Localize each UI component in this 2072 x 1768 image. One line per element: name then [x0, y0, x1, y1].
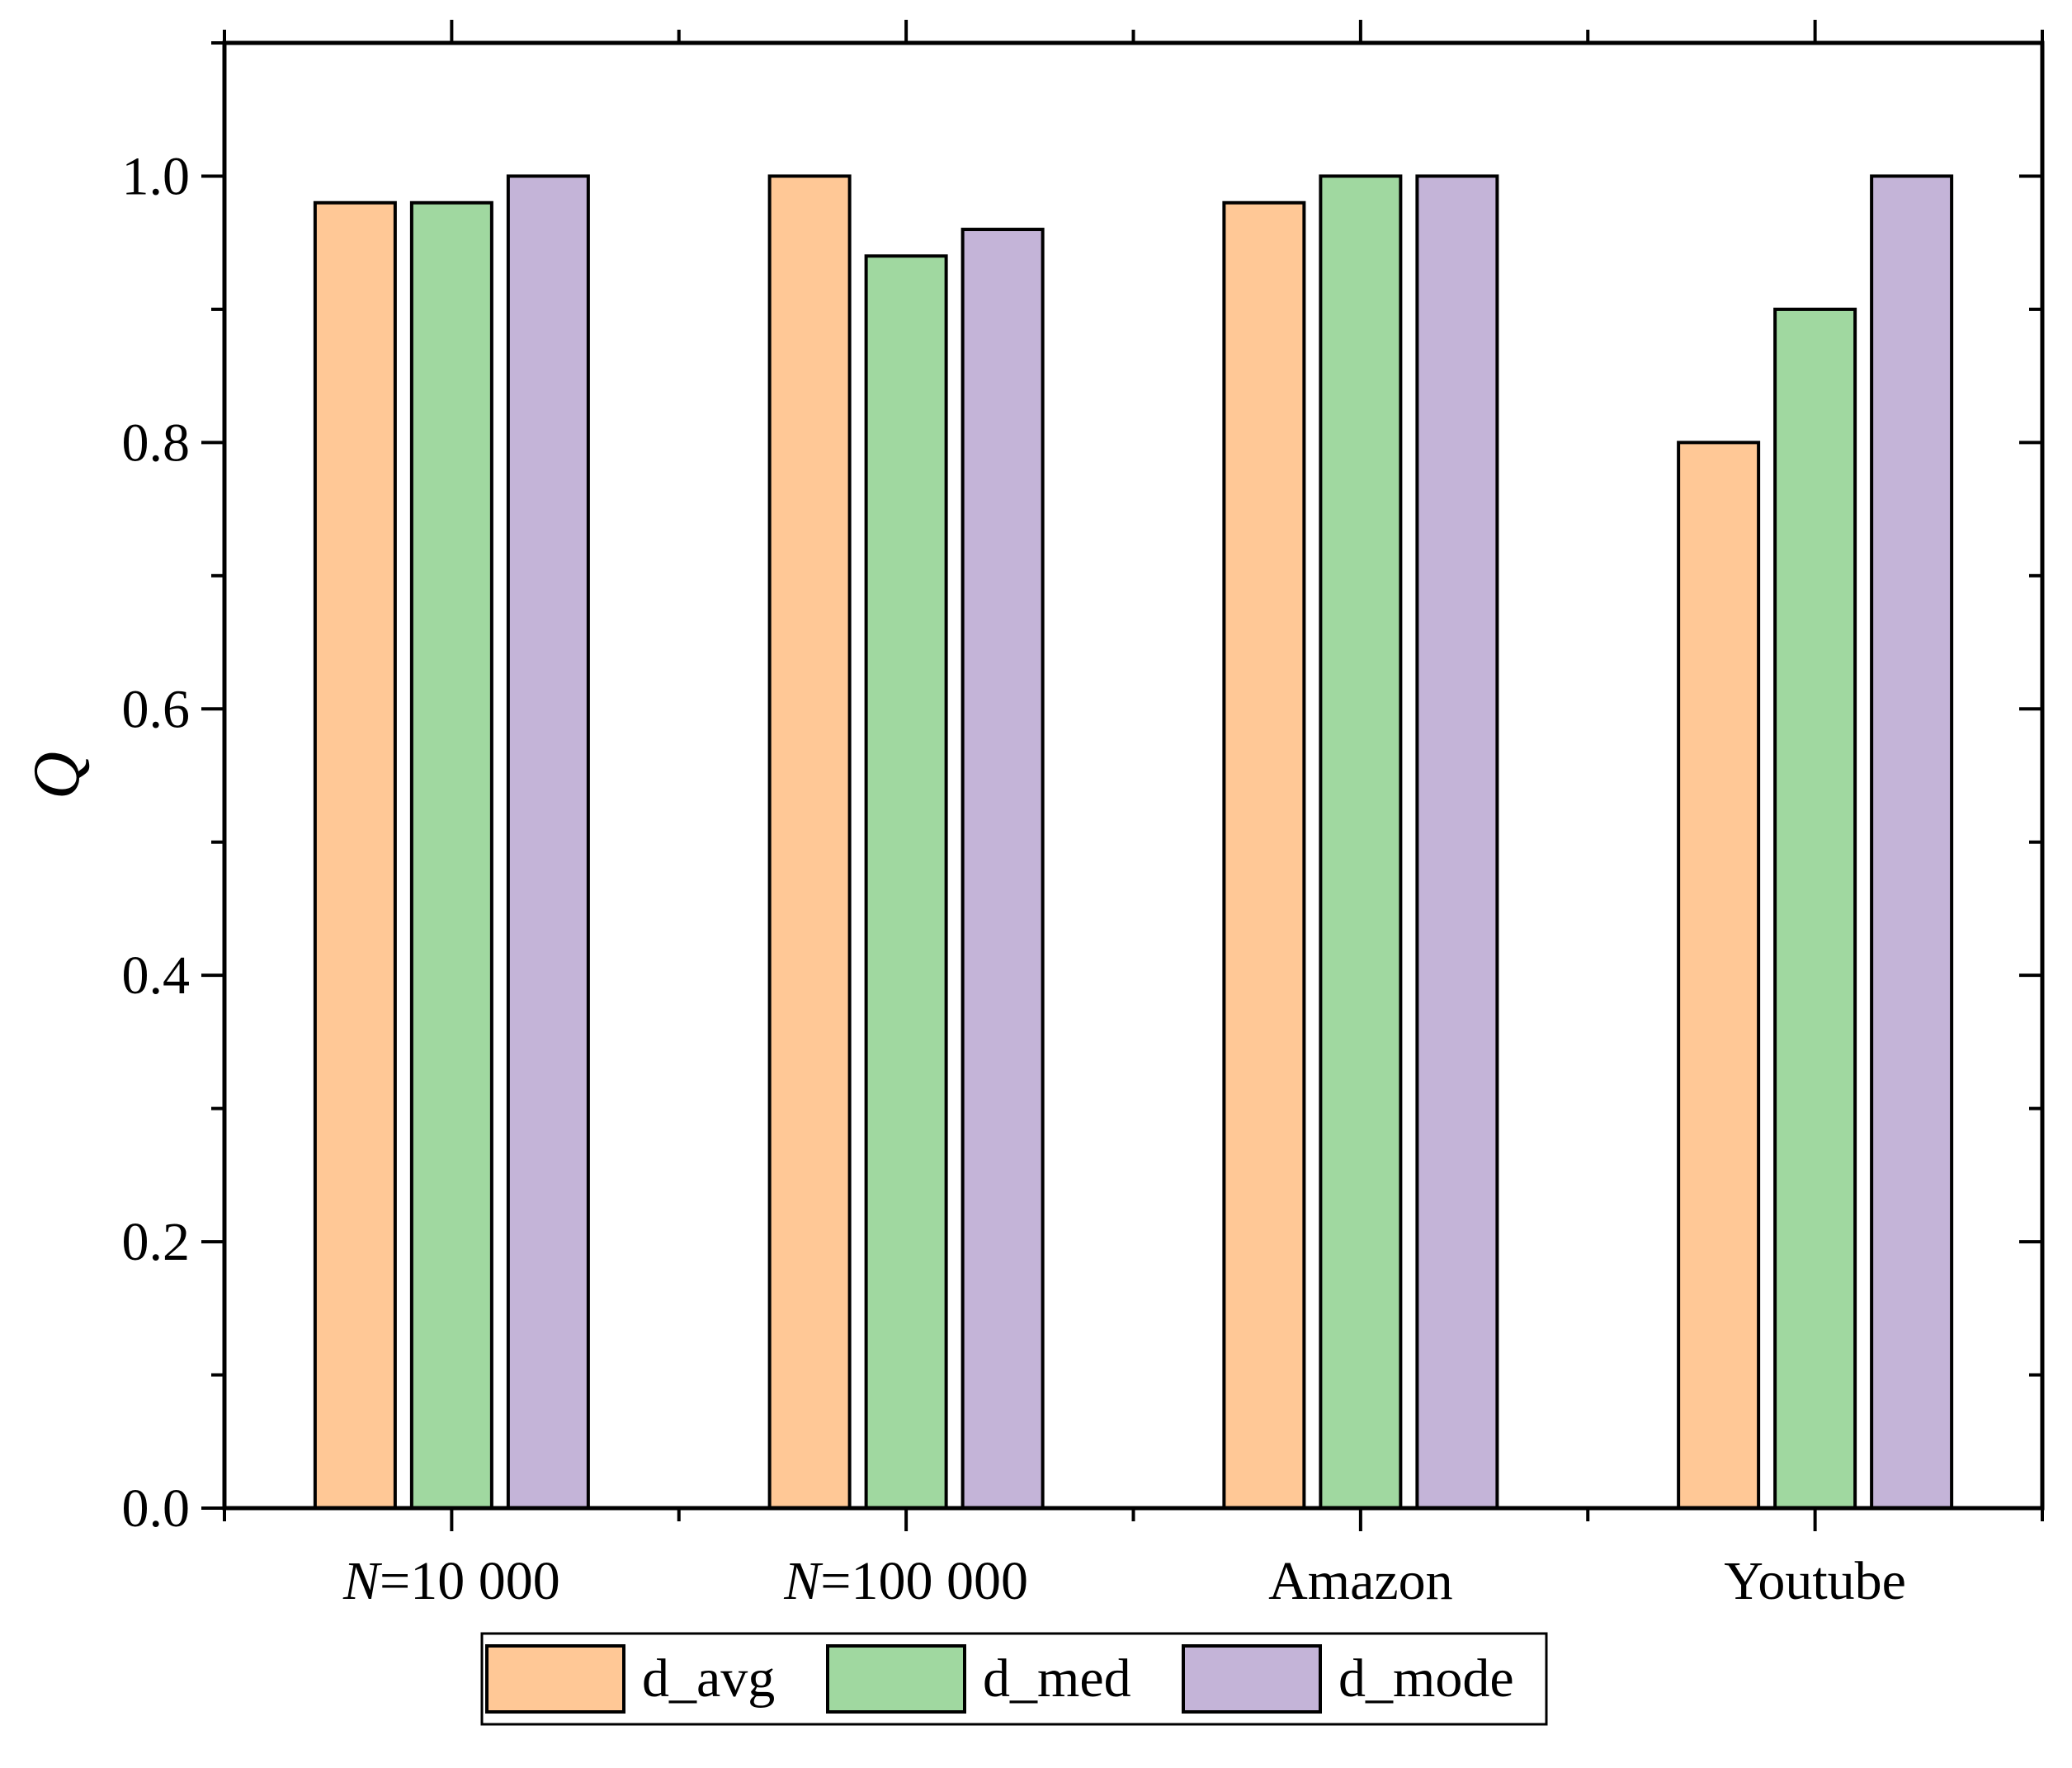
y-tick-label: 0.2: [122, 1212, 191, 1272]
legend-swatch-d-avg: [485, 1644, 625, 1714]
legend-label-d-mode: d_mode: [1338, 1648, 1514, 1709]
bar-d-mode-4: [1870, 174, 1954, 1510]
plot-frame: [222, 40, 2045, 1511]
y-tick-label: 1.0: [122, 146, 191, 206]
bar-d-avg-2: [767, 174, 852, 1510]
x-category-label: N=10 000: [342, 1551, 560, 1611]
bar-d-avg-1: [313, 200, 397, 1510]
bar-d-mode-1: [506, 174, 590, 1510]
x-category-label: Youtube: [1724, 1551, 1906, 1611]
x-category-label: Amazon: [1268, 1551, 1453, 1611]
y-tick-label: 0.8: [122, 413, 191, 473]
axes-layer: 0.0 0.2 0.4 0.6 0.8 1.0 N=10 000 N=100 000 Amazo…: [21, 20, 2045, 1611]
legend-swatch-d-mode: [1182, 1644, 1322, 1714]
bar-d-med-4: [1773, 307, 1857, 1511]
legend: d_avg d_med d_mode: [480, 1632, 1548, 1726]
bar-d-med-2: [864, 254, 948, 1510]
y-tick-label: 0.6: [122, 679, 191, 739]
y-tick-label: 0.0: [122, 1478, 191, 1539]
bars-layer: [313, 174, 1954, 1511]
bar-d-mode-3: [1415, 174, 1499, 1510]
bar-d-med-1: [409, 200, 493, 1510]
bar-d-avg-3: [1222, 200, 1306, 1510]
bar-d-mode-2: [960, 228, 1045, 1510]
bar-d-avg-4: [1677, 441, 1761, 1510]
x-category-label: N=100 000: [783, 1551, 1028, 1611]
legend-swatch-d-med: [826, 1644, 966, 1714]
y-tick-label: 0.4: [122, 945, 191, 1006]
legend-box: [480, 1632, 1548, 1726]
bar-d-med-3: [1319, 174, 1403, 1510]
legend-label-d-avg: d_avg: [642, 1648, 775, 1709]
legend-label-d-med: d_med: [983, 1648, 1131, 1709]
y-axis-title: Q: [21, 752, 93, 799]
